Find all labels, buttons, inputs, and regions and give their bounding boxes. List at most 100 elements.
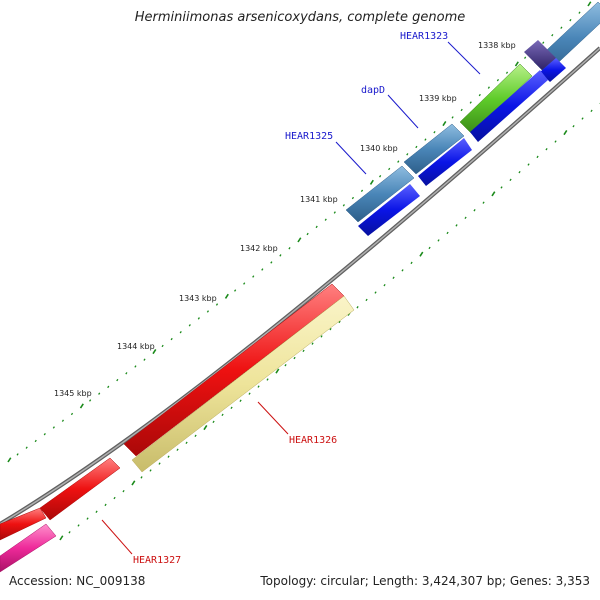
gene-label-hear1325[interactable]: HEAR1325	[285, 131, 333, 142]
gene-hear1323-reverse[interactable]	[540, 58, 566, 82]
minor-tick	[116, 378, 119, 382]
gene-hear1325[interactable]	[345, 123, 472, 236]
major-tick	[152, 348, 157, 355]
minor-tick	[188, 324, 191, 327]
minor-tick	[469, 101, 472, 104]
major-tick	[79, 403, 84, 409]
major-tick	[7, 457, 12, 463]
minor-tick	[496, 78, 500, 82]
minor-tick	[257, 385, 260, 388]
minor-tick	[333, 211, 336, 214]
gene-label-hear1323[interactable]: HEAR1323	[400, 31, 448, 42]
minor-tick	[311, 342, 314, 345]
minor-tick	[266, 378, 269, 381]
major-tick	[587, 1, 592, 7]
major-tick	[59, 535, 64, 541]
gene-label-dapD[interactable]: dapD	[361, 85, 385, 96]
minor-tick	[401, 269, 404, 272]
kbp-ticks	[7, 1, 600, 541]
minor-tick	[569, 18, 572, 22]
gene-dapD[interactable]	[459, 63, 548, 142]
minor-tick	[536, 155, 539, 159]
minor-tick	[542, 41, 545, 44]
minor-tick	[551, 34, 554, 37]
major-tick	[297, 237, 302, 243]
major-tick	[369, 179, 374, 185]
minor-tick	[252, 275, 255, 278]
minor-tick	[356, 306, 359, 309]
minor-tick	[122, 489, 125, 493]
minor-tick	[194, 434, 197, 438]
minor-tick	[212, 420, 215, 424]
minor-tick	[338, 320, 341, 324]
minor-tick	[473, 209, 476, 212]
minor-tick	[104, 503, 107, 507]
minor-tick	[320, 335, 323, 338]
major-tick	[131, 480, 136, 486]
kbp-label: 1343 kbp	[179, 294, 217, 303]
gene-label-hear1326[interactable]: HEAR1326	[289, 435, 337, 446]
gene-hear1327[interactable]	[0, 507, 57, 573]
minor-tick	[406, 153, 409, 156]
minor-tick	[89, 399, 92, 402]
minor-tick	[451, 116, 454, 119]
major-tick	[442, 120, 447, 127]
minor-tick	[234, 289, 237, 292]
minor-tick	[176, 448, 179, 451]
minor-tick	[578, 11, 581, 14]
minor-tick	[185, 441, 188, 444]
minor-tick	[560, 26, 563, 29]
minor-tick	[113, 496, 116, 500]
gene-hear1323[interactable]	[524, 1, 600, 75]
minor-tick	[288, 247, 291, 250]
minor-tick	[61, 419, 65, 422]
minor-tick	[342, 204, 345, 207]
minor-tick	[315, 225, 318, 229]
minor-tick	[239, 399, 242, 402]
minor-tick	[215, 303, 219, 306]
minor-tick	[167, 455, 170, 458]
minor-tick	[478, 93, 481, 97]
minor-tick	[482, 201, 485, 204]
minor-tick	[230, 406, 233, 409]
minor-tick	[554, 140, 557, 143]
minor-tick	[524, 56, 527, 59]
kbp-labels: 1338 kbp 1339 kbp 1340 kbp 1341 kbp 1342…	[54, 41, 516, 398]
kbp-label: 1342 kbp	[240, 244, 278, 253]
minor-tick	[415, 145, 418, 149]
major-tick	[419, 251, 424, 257]
minor-tick	[52, 426, 55, 429]
gene-label-hear1327[interactable]: HEAR1327	[133, 555, 181, 566]
minor-tick	[140, 476, 143, 479]
gene-hear1326[interactable]	[123, 283, 355, 473]
gene-labels: HEAR1323 dapD HEAR1325 HEAR1326 HEAR1327	[133, 31, 448, 566]
minor-tick	[437, 239, 440, 242]
minor-tick	[433, 130, 436, 134]
minor-tick	[500, 186, 503, 189]
gene-hear1326-upstream[interactable]	[39, 457, 121, 521]
minor-tick	[243, 282, 246, 285]
minor-tick	[221, 413, 224, 417]
minor-tick	[545, 148, 548, 151]
minor-tick	[161, 344, 164, 348]
genome-summary-text: Topology: circular; Length: 3,424,307 bp…	[260, 574, 590, 588]
minor-tick	[392, 276, 395, 279]
minor-tick	[446, 231, 449, 235]
minor-tick	[25, 446, 28, 449]
minor-tick	[95, 510, 98, 513]
minor-tick	[248, 392, 251, 395]
minor-tick	[383, 283, 386, 287]
minor-tick	[179, 330, 182, 334]
minor-tick	[365, 298, 368, 302]
kbp-label: 1338 kbp	[478, 41, 516, 50]
map-title: Herminiimonas arsenicoxydans, complete g…	[134, 10, 466, 25]
gene-leader-lines	[101, 41, 481, 555]
major-tick	[203, 424, 208, 431]
major-tick	[491, 191, 496, 197]
minor-tick	[397, 160, 400, 163]
minor-tick	[324, 218, 327, 221]
minor-tick	[68, 531, 71, 534]
minor-tick	[70, 412, 74, 416]
minor-tick	[572, 124, 575, 128]
